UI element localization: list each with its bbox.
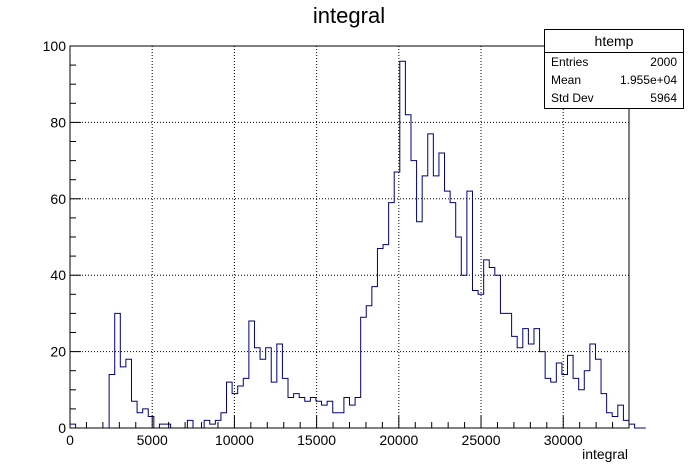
chart-title: integral — [312, 3, 386, 28]
x-axis-title: integral — [582, 446, 628, 462]
stats-label: Mean — [551, 73, 582, 87]
y-tick-label: 60 — [50, 191, 66, 207]
x-tick-label: 20000 — [379, 432, 418, 448]
x-tick-label: 5000 — [137, 432, 168, 448]
x-tick-label: 0 — [66, 432, 74, 448]
x-tick-label: 25000 — [462, 432, 501, 448]
stats-value: 1.955e+04 — [619, 73, 677, 87]
stats-label: Std Dev — [551, 91, 594, 105]
stats-row-entries: Entries 2000 — [545, 53, 683, 71]
y-tick-label: 0 — [58, 420, 66, 436]
stats-label: Entries — [551, 55, 589, 69]
stats-box: htemp Entries 2000 Mean 1.955e+04 Std De… — [544, 29, 684, 109]
stats-value: 5964 — [650, 91, 677, 105]
x-tick-label: 10000 — [215, 432, 254, 448]
stats-box-title: htemp — [545, 30, 683, 53]
y-tick-label: 80 — [50, 114, 66, 130]
stats-row-mean: Mean 1.955e+04 — [545, 71, 683, 89]
x-tick-label: 30000 — [544, 432, 583, 448]
y-tick-label: 100 — [43, 38, 67, 54]
stats-row-stddev: Std Dev 5964 — [545, 89, 683, 107]
x-tick-label: 15000 — [297, 432, 336, 448]
y-axis: 0 20 40 60 80 100 — [43, 38, 81, 436]
histogram-line — [69, 60, 646, 429]
stats-value: 2000 — [650, 55, 677, 69]
y-tick-label: 40 — [50, 267, 66, 283]
x-axis: 0 5000 10000 15000 20000 25000 30000 — [66, 416, 630, 448]
y-tick-label: 20 — [50, 344, 66, 360]
